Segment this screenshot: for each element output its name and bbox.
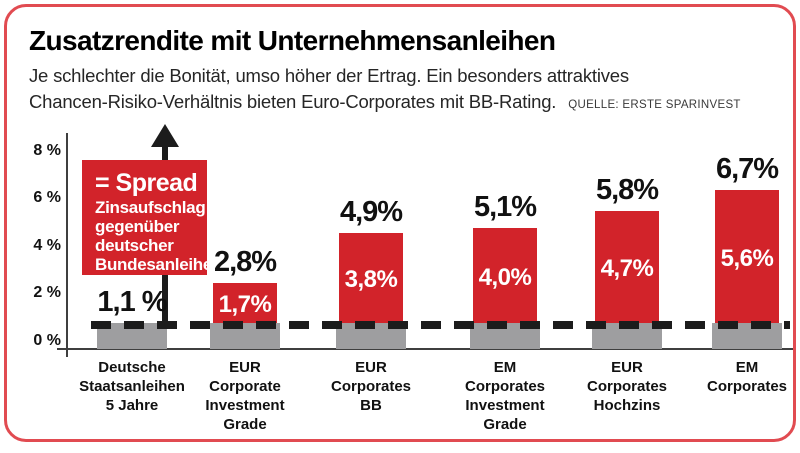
x-axis-category-label: EM Corporates [682,358,800,396]
bar-segment-spread [715,190,779,323]
spread-legend-heading: = Spread [95,169,198,197]
spread-legend-line: gegenüber [95,217,180,236]
bar-total-value-label: 5,8% [595,174,659,206]
baseline-dashed-line [91,321,790,329]
bar-total-value-label: 1,1 % [97,286,167,318]
bar-spread-value-label: 3,8% [344,266,398,293]
y-axis-tick-label: 6 % [33,189,61,206]
bar-spread-value-label: 4,0% [478,264,532,291]
bar-chart: = Spread Zinsaufschlag gegenüber deutscher… [7,7,800,453]
x-axis-category-label-line: Investment [205,397,285,414]
x-axis-category-label-line: EUR [229,359,261,376]
x-axis-category-label-line: EUR [611,359,643,376]
subtitle-line-1: Je schlechter die Bonität, umso höher de… [29,65,629,86]
x-axis-category-label-line: Corporates [330,378,412,395]
x-axis-category-label: EUR Corporates Hochzins [562,358,692,415]
page-title: Zusatzrendite mit Unternehmensanleihen [29,25,556,56]
bar-total-value-label: 4,9% [339,196,403,228]
y-axis [66,133,68,357]
x-axis-category-label-line: Staatsanleihen [79,378,185,395]
x-axis-category-label-line: Grade [223,416,267,433]
x-axis-category-label-line: EM [735,359,759,376]
x-axis-category-label-line: Corporates [586,378,668,395]
subtitle: Je schlechter die Bonität, umso höher de… [29,63,741,118]
bar-total-value-label: 5,1% [473,191,537,223]
spread-legend-line: Zinsaufschlag [95,198,206,217]
bar-segment-spread [473,228,537,323]
x-axis [57,348,793,350]
bar-total-value-label: 2,8% [213,246,277,278]
spread-legend-line: deutscher [95,236,174,255]
spread-legend-line: Bundesanleihe [95,255,213,274]
x-axis-category-label-line: Corporate [209,378,281,395]
bar-segment-spread [595,211,659,323]
bar-total-value-label: 6,7% [715,153,779,185]
x-axis-category-label: EUR Corporates BB [306,358,436,415]
spread-arrow-icon [151,124,179,147]
subtitle-line-2: Chancen-Risiko-Verhältnis bieten Euro-Co… [29,91,557,112]
x-axis-category-label-line: Hochzins [593,397,661,414]
x-axis-category-label-line: Grade [483,416,527,433]
x-axis-category-label-line: Investment [465,397,545,414]
x-axis-category-label-line: Deutsche [98,359,166,376]
spread-legend-text: Zinsaufschlag gegenüber deutscher Bundesanl… [95,198,213,274]
x-axis-category-label-line: Corporates [464,378,546,395]
x-axis-category-label-line: EUR [355,359,387,376]
y-axis-tick-label: 2 % [33,284,61,301]
bar-segment-spread [339,233,403,323]
x-axis-category-label: Deutsche Staatsanleihen 5 Jahre [67,358,197,415]
bar-spread-value-label: 4,7% [600,255,654,282]
y-axis-tick-label: 8 % [33,142,61,159]
spread-legend-box: = Spread Zinsaufschlag gegenüber deutscher… [82,160,213,275]
bar-spread-value-label: 5,6% [720,245,774,272]
x-axis-category-label-line: BB [360,397,382,414]
infographic-card: Zusatzrendite mit Unternehmensanleihen J… [4,4,796,442]
bar-segment-spread [213,283,277,323]
source-credit: QUELLE: ERSTE SPARINVEST [568,99,741,111]
x-axis-category-label: EUR Corporate Investment Grade [180,358,310,434]
x-axis-category-label-line: 5 Jahre [105,397,159,414]
x-axis-category-label-line: EM [493,359,517,376]
x-axis-category-label-line: Corporates [706,378,788,395]
y-axis-tick-label: 4 % [33,237,61,254]
y-axis-tick-label: 0 % [33,332,61,349]
bar-spread-value-label: 1,7% [218,291,272,318]
x-axis-category-label: EM Corporates Investment Grade [440,358,570,434]
